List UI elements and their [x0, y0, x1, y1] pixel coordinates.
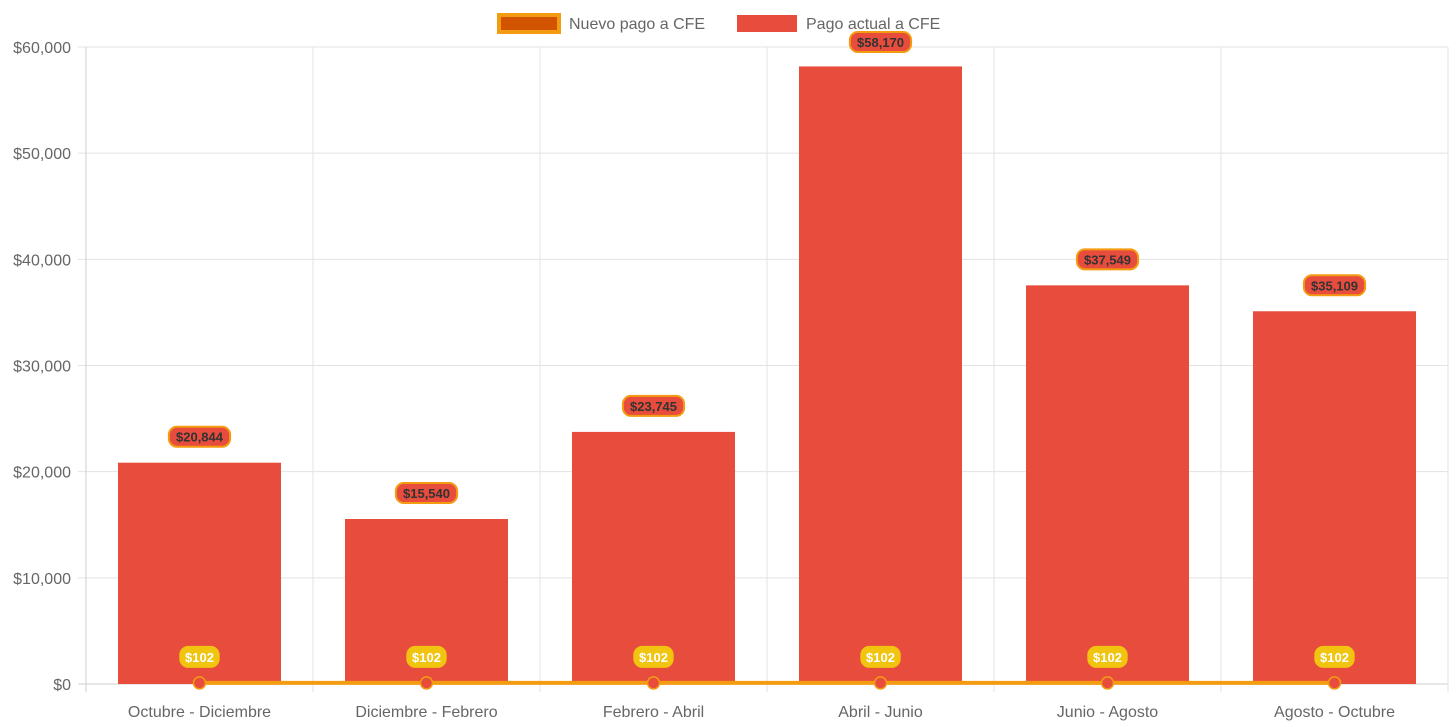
bar-label-box: [848, 31, 913, 53]
line-label-box: [860, 645, 901, 668]
line-label: $102: [412, 650, 441, 665]
line-label: $102: [866, 650, 895, 665]
bar[interactable]: [1026, 285, 1189, 684]
x-tick-label: Agosto - Octubre: [1274, 704, 1395, 721]
x-tick-label: Octubre - Diciembre: [128, 704, 271, 721]
bar-label: $58,170: [857, 35, 904, 50]
bar-label: $35,109: [1311, 278, 1358, 293]
y-tick-label: $20,000: [13, 465, 71, 482]
legend-swatch: [737, 15, 797, 32]
line-series: [192, 676, 1342, 690]
bar-label-box: [167, 425, 232, 448]
line-point[interactable]: [419, 676, 434, 690]
line-point[interactable]: [1100, 676, 1115, 690]
bar[interactable]: [1253, 311, 1416, 684]
line-point[interactable]: [646, 676, 661, 690]
bar-label: $23,745: [630, 399, 677, 414]
grid-layer: [78, 46, 1449, 692]
bar-label-box: [1302, 274, 1367, 297]
line-label-box: [633, 645, 674, 668]
y-axis: $0 $10,000 $20,000 $30,000 $40,000 $50,000 $60…: [13, 40, 71, 694]
bar[interactable]: [799, 66, 962, 685]
line-point[interactable]: [873, 676, 888, 690]
x-tick-label: Junio - Agosto: [1057, 704, 1159, 721]
y-tick-label: $50,000: [13, 146, 71, 163]
x-tick-label: Febrero - Abril: [603, 704, 704, 721]
bar-label: $15,540: [403, 486, 450, 501]
line-label-box: [406, 645, 447, 668]
legend-item-pago-actual[interactable]: Pago actual a CFE: [737, 15, 940, 33]
bar-label-box: [394, 482, 459, 505]
y-tick-label: $40,000: [13, 252, 71, 269]
y-tick-label: $0: [53, 677, 71, 694]
x-tick-label: Diciembre - Febrero: [355, 704, 497, 721]
legend-swatch: [497, 13, 561, 34]
line-label: $102: [1093, 650, 1122, 665]
line-label: $102: [1320, 650, 1349, 665]
legend-item-nuevo-pago[interactable]: Nuevo pago a CFE: [497, 13, 705, 34]
x-axis: Octubre - Diciembre Diciembre - Febrero Fe…: [128, 704, 1395, 721]
bar-label-box: [621, 394, 686, 417]
bar-series: [118, 66, 1416, 685]
line-label: $102: [639, 650, 668, 665]
line-label-box: [1087, 645, 1128, 668]
legend-label: Nuevo pago a CFE: [569, 16, 705, 33]
bar-label: $20,844: [176, 430, 224, 445]
line-label: $102: [185, 650, 214, 665]
line-label-box: [179, 645, 220, 668]
bar[interactable]: [572, 431, 735, 684]
line-point[interactable]: [192, 676, 207, 690]
line-point[interactable]: [1327, 676, 1342, 690]
legend[interactable]: Nuevo pago a CFE Pago actual a CFE: [497, 13, 940, 34]
data-labels: $20,844 $15,540 $23,745 $58,170 $37,549 $35,1…: [167, 31, 1367, 668]
x-tick-label: Abril - Junio: [838, 704, 923, 721]
bar-label-box: [1075, 248, 1140, 271]
y-tick-label: $10,000: [13, 571, 71, 588]
y-tick-label: $60,000: [13, 40, 71, 57]
y-tick-label: $30,000: [13, 359, 71, 376]
line-label-box: [1314, 645, 1355, 668]
legend-label: Pago actual a CFE: [806, 16, 940, 33]
bar-label: $37,549: [1084, 252, 1131, 267]
